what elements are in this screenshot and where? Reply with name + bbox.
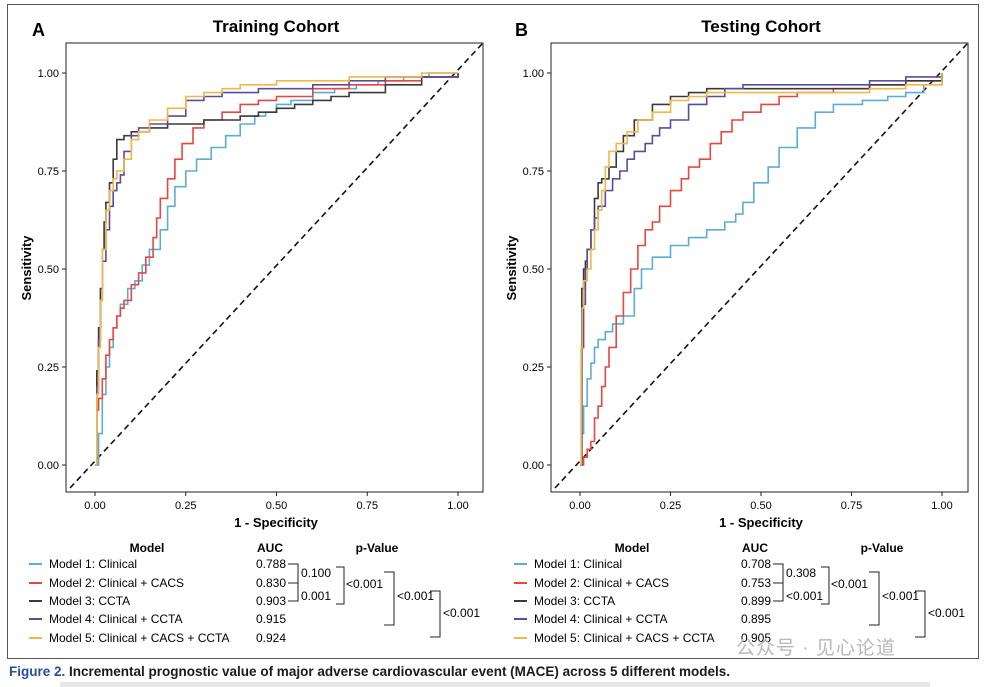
panel-a-series-model5 <box>95 72 458 466</box>
panel-a-ytick-label: 0.25 <box>38 362 59 374</box>
panel-a-ytick-label: 1.00 <box>38 68 59 80</box>
panel-b-series-model4 <box>580 73 943 466</box>
legend-b-head-auc: AUC <box>742 541 768 555</box>
watermark-strip <box>60 682 930 687</box>
legend-a-auc-model4: 0.915 <box>256 612 286 626</box>
panel-a-ytick-label: 0.50 <box>38 264 59 276</box>
panel-b-series-model2 <box>580 73 943 466</box>
panel-a-reference-diagonal <box>69 43 483 489</box>
panel-b-series-model1 <box>580 73 943 466</box>
panel-a-letter: A <box>32 20 45 40</box>
legend-a-p-m1-m3: <0.001 <box>346 577 383 591</box>
legend-a-head-p: p-Value <box>356 541 399 555</box>
legend-a-label-model5: Model 5: Clinical + CACS + CCTA <box>49 631 230 645</box>
legend-b-p-m3-m4: <0.001 <box>882 589 919 603</box>
figure-caption: Figure 2. Incremental prognostic value o… <box>9 664 730 679</box>
panel-b-plot: 0.00 0.25 0.50 0.75 1.00 0.00 0.25 0.50 0.75 1.00 <box>523 43 968 512</box>
legend-a-p-m1-m2: 0.100 <box>301 566 331 580</box>
legend-b-head-p: p-Value <box>861 541 904 555</box>
legend-b-p-m1-m3: <0.001 <box>831 577 868 591</box>
legend-b-brackets: 0.308 <0.001 <0.001 <0.001 <0.001 <box>773 563 965 638</box>
legend-a-bracket-m1-m3 <box>336 566 345 605</box>
panel-b-ytick-label: 0.25 <box>523 362 544 374</box>
legend-b-label-model2: Model 2: Clinical + CACS <box>534 576 669 590</box>
panel-a-series-model2 <box>95 73 459 466</box>
legend-a-bracket-m4-m5 <box>430 590 441 638</box>
panel-b-ytick-label: 1.00 <box>523 68 544 80</box>
panel-b-legend: Model AUC p-Value Model 1: Clinical 0.708… <box>514 541 965 645</box>
legend-b-bracket-m2-m3 <box>773 582 784 602</box>
panel-a-ytick-label: 0.00 <box>38 460 59 472</box>
panel-a-xtick-label: 0.50 <box>266 500 287 512</box>
panel-b-xlabel: 1 - Specificity <box>719 515 804 530</box>
panel-a-plot: 0.00 0.25 0.50 0.75 1.00 0.00 0.25 0.50 0.75 1.00 <box>38 43 483 512</box>
legend-b-bracket-m1-m2 <box>773 563 784 584</box>
panel-b-ylabel: Sensitivity <box>504 235 519 301</box>
panel-b-xtick-label: 0.00 <box>569 500 590 512</box>
panel-a-title: Training Cohort <box>213 17 340 36</box>
panel-b-title: Testing Cohort <box>701 17 821 36</box>
panel-b-letter: B <box>515 20 528 40</box>
legend-a-head-model: Model <box>130 541 165 555</box>
legend-a-p-m4-m5: <0.001 <box>443 606 480 620</box>
legend-b-bracket-m1-m3 <box>821 566 830 605</box>
caption-text: Incremental prognostic value of major ad… <box>65 664 730 679</box>
panel-b-xtick-label: 0.75 <box>841 500 862 512</box>
panel-b-plot-area <box>550 42 969 493</box>
panel-b-xtick-label: 0.50 <box>750 500 771 512</box>
legend-a-p-m2-m3: 0.001 <box>301 589 331 603</box>
caption-label: Figure 2. <box>9 664 66 679</box>
panel-b-series-model5 <box>580 73 943 466</box>
legend-a-bracket-m1-m2 <box>288 563 299 584</box>
legend-b-bracket-m3-m4 <box>869 571 880 626</box>
panel-b-reference-diagonal <box>554 43 968 489</box>
legend-b-p-m1-m2: 0.308 <box>786 566 816 580</box>
panel-b-ytick-label: 0.00 <box>523 460 544 472</box>
legend-a-auc-model2: 0.830 <box>256 576 286 590</box>
panel-b-ytick-label: 0.75 <box>523 166 544 178</box>
panel-a-ylabel: Sensitivity <box>19 235 34 301</box>
panel-b: B Testing Cohort 0.00 0.25 0.50 0.75 1.000.0… <box>504 17 969 530</box>
legend-a-auc-model5: 0.924 <box>256 631 286 645</box>
panel-a-xtick-label: 0.75 <box>357 500 378 512</box>
legend-b-head-model: Model <box>615 541 650 555</box>
legend-b-auc-model3: 0.899 <box>741 594 771 608</box>
panel-a: A Training Cohort 0.00 0.25 0.50 0.75 1.000.… <box>19 17 484 530</box>
panel-a-legend: Model AUC p-Value Model 1: Clinical 0.788… <box>29 541 480 645</box>
panel-b-xtick-label: 0.25 <box>660 500 681 512</box>
legend-b-bracket-m4-m5 <box>915 590 926 638</box>
legend-a-bracket-m2-m3 <box>288 582 299 602</box>
legend-b-auc-model4: 0.895 <box>741 612 771 626</box>
legend-a-head-auc: AUC <box>257 541 283 555</box>
legend-a-label-model1: Model 1: Clinical <box>49 557 137 571</box>
watermark: 公众号 · 见心论道 <box>736 638 896 659</box>
legend-a-label-model3: Model 3: CCTA <box>49 594 130 608</box>
panel-b-xtick-label: 1.00 <box>931 500 952 512</box>
legend-b-p-m2-m3: <0.001 <box>786 589 823 603</box>
legend-b-auc-model5: 0.905 <box>741 631 771 645</box>
legend-b-label-model1: Model 1: Clinical <box>534 557 622 571</box>
legend-a-bracket-m3-m4 <box>384 571 395 626</box>
legend-b-auc-model1: 0.708 <box>741 557 771 571</box>
legend-a-label-model4: Model 4: Clinical + CCTA <box>49 612 183 626</box>
legend-a-brackets: 0.100 0.001 <0.001 <0.001 <0.001 <box>288 563 480 638</box>
legend-a-label-model2: Model 2: Clinical + CACS <box>49 576 184 590</box>
panel-a-xtick-label: 1.00 <box>447 500 468 512</box>
panel-a-xlabel: 1 - Specificity <box>234 515 319 530</box>
legend-b-label-model5: Model 5: Clinical + CACS + CCTA <box>534 631 715 645</box>
figure-frame <box>7 4 979 659</box>
panel-a-xtick-label: 0.25 <box>175 500 196 512</box>
legend-b-p-m4-m5: <0.001 <box>928 606 965 620</box>
legend-a-auc-model1: 0.788 <box>256 557 286 571</box>
legend-a-p-m3-m4: <0.001 <box>397 589 434 603</box>
panel-a-ytick-label: 0.75 <box>38 166 59 178</box>
legend-a-auc-model3: 0.903 <box>256 594 286 608</box>
legend-b-label-model4: Model 4: Clinical + CCTA <box>534 612 668 626</box>
panel-a-plot-area <box>65 42 484 493</box>
legend-b-label-model3: Model 3: CCTA <box>534 594 615 608</box>
legend-b-auc-model2: 0.753 <box>741 576 771 590</box>
panel-b-ytick-label: 0.50 <box>523 264 544 276</box>
panel-a-xtick-label: 0.00 <box>84 500 105 512</box>
